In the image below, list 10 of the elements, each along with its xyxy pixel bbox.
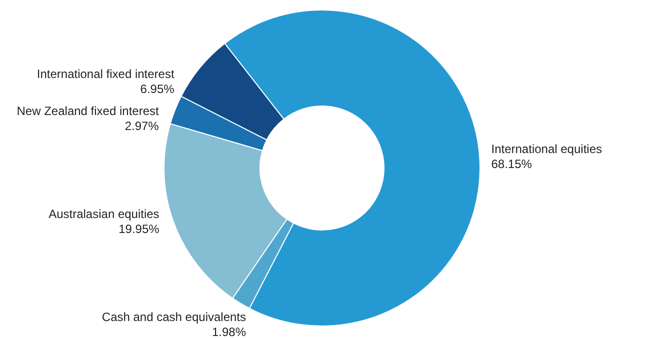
data-label: 6.95%	[140, 82, 175, 96]
slice-label: International fixed interest	[36, 67, 175, 82]
data-label: 2.97%	[124, 119, 160, 134]
data-label: 19.95%	[118, 222, 160, 236]
data-label: 1.98%	[212, 325, 246, 338]
slice-label: International equities	[491, 142, 602, 156]
slice-label: Cash and cash equivalents	[102, 310, 246, 324]
slice-label: Australasian equities	[48, 206, 160, 221]
data-label: 68.15%	[491, 157, 532, 172]
slice-label: New Zealand fixed interest	[16, 104, 160, 118]
